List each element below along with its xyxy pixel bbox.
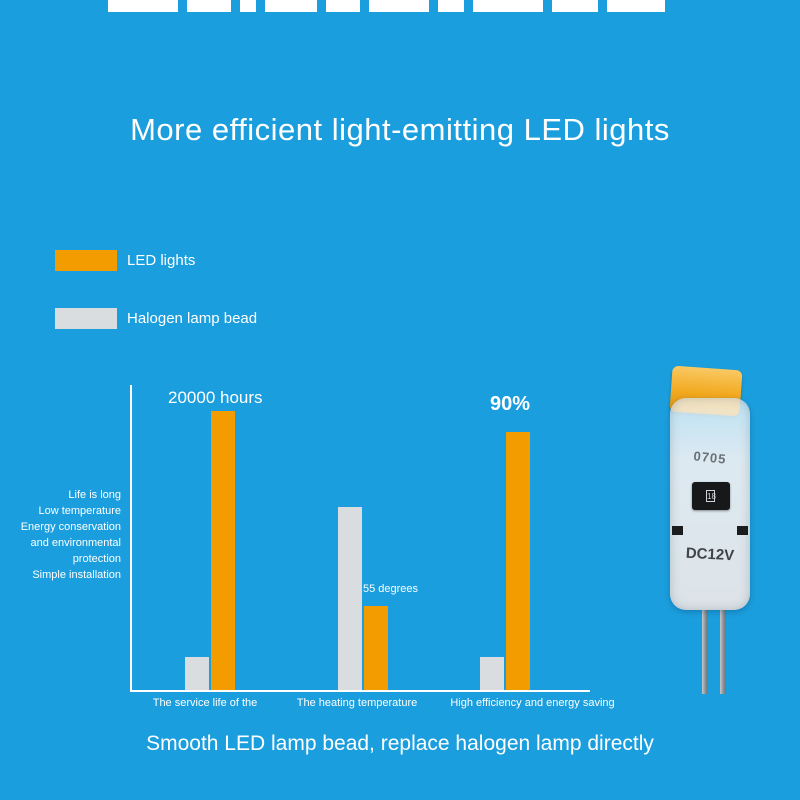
category-label: High efficiency and energy saving: [450, 697, 615, 709]
axis-note-line: Life is long: [68, 489, 121, 501]
led-color-swatch: [55, 250, 117, 271]
halogen-bar: [185, 657, 209, 690]
legend-label-halogen: Halogen lamp bead: [127, 310, 258, 327]
led-bar: [211, 411, 235, 690]
axis-note-line: and environmental: [30, 537, 121, 549]
legend-item-halogen: Halogen lamp bead: [55, 308, 257, 329]
smd-component-left: [672, 526, 683, 535]
halogen-bar: [338, 507, 362, 690]
axis-notes: Life is long Low temperature Energy cons…: [0, 487, 121, 583]
clipped-banner-text: [108, 0, 708, 12]
bar-group: [480, 432, 530, 690]
page-title: More efficient light-emitting LED lights: [130, 112, 670, 147]
category-label: The heating temperature: [296, 697, 418, 709]
halogen-bar: [480, 657, 504, 690]
ic-marking: 18: [706, 490, 716, 502]
bar-group: [338, 507, 388, 690]
axis-note-line: Energy conservation: [20, 521, 121, 533]
voltage-text: DC12V: [685, 544, 735, 565]
led-bar: [506, 432, 530, 690]
y-axis-line: [130, 385, 132, 692]
bottom-caption: Smooth LED lamp bead, replace halogen la…: [146, 732, 654, 755]
legend-item-led: LED lights: [55, 250, 257, 271]
led-bulb-product-image: 0705 18 DC12V: [658, 365, 768, 694]
bulb-code-text: 0705: [692, 448, 728, 467]
chart-plot: 20000 hours The service life of the 55 deg…: [130, 385, 615, 709]
bar-group: [185, 411, 235, 690]
axis-note-line: Low temperature: [38, 505, 121, 517]
axis-note-line: protection: [72, 553, 121, 565]
driver-ic-chip: 18: [692, 482, 730, 510]
axis-note-line: Simple installation: [32, 569, 121, 581]
halogen-color-swatch: [55, 308, 117, 329]
category-label: The service life of the: [152, 697, 258, 709]
x-axis-line: [130, 690, 590, 692]
bar-value-label: 20000 hours: [168, 388, 263, 407]
bar-value-label: 90%: [490, 393, 531, 415]
bulb-pin-left: [702, 608, 708, 694]
bulb-body: 0705 18 DC12V: [670, 398, 750, 610]
smd-component-right: [737, 526, 748, 535]
led-bar: [364, 606, 388, 690]
chart-legend: LED lights Halogen lamp bead: [55, 250, 257, 366]
bar-value-label: 55 degrees: [363, 583, 419, 595]
bulb-pin-right: [720, 608, 726, 694]
legend-label-led: LED lights: [127, 252, 196, 269]
